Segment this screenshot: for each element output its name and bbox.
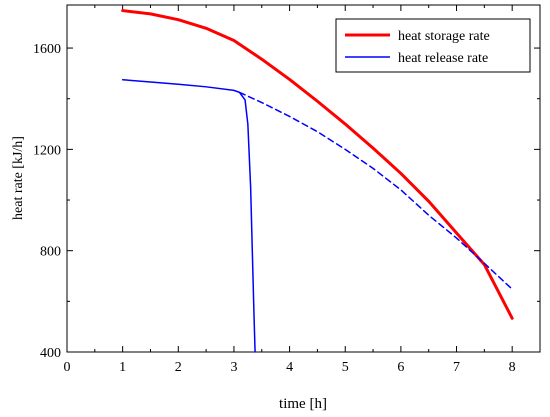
- y-tick-label: 800: [40, 245, 61, 260]
- y-tick-label: 1600: [33, 42, 61, 57]
- x-tick-label: 1: [119, 360, 126, 375]
- legend-box: [335, 18, 531, 73]
- series-heat-release-rate: [121, 78, 256, 353]
- x-tick-label: 3: [230, 360, 237, 375]
- x-tick-label: 4: [286, 360, 293, 375]
- x-axis-label: time [h]: [279, 396, 327, 412]
- series-heat-storage-rate: [121, 9, 514, 320]
- axis-ticks: 0 1 2 3 4 5 6 7 8 400 800 1200 1600: [33, 5, 540, 375]
- series-layer: [121, 9, 514, 353]
- y-tick-label: 400: [40, 346, 61, 361]
- x-tick-label: 7: [453, 360, 460, 375]
- legend: heat storage rate heat release rate: [335, 18, 531, 73]
- x-tick-label: 8: [509, 360, 516, 375]
- plot-frame: [66, 4, 541, 353]
- x-tick-label: 5: [342, 360, 349, 375]
- y-axis-label: heat rate [kJ/h]: [11, 136, 26, 220]
- x-tick-label: 0: [64, 360, 71, 375]
- legend-label-heat-release-rate: heat release rate: [398, 51, 488, 66]
- y-tick-label: 1200: [33, 143, 61, 158]
- series-heat-release-rate-dashed: [238, 91, 513, 290]
- x-tick-label: 6: [397, 360, 404, 375]
- x-tick-label: 2: [175, 360, 182, 375]
- legend-label-heat-storage-rate: heat storage rate: [398, 29, 490, 44]
